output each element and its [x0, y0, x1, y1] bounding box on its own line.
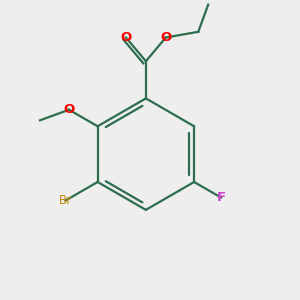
Text: F: F — [216, 191, 226, 204]
Text: O: O — [63, 103, 75, 116]
Text: Br: Br — [59, 194, 72, 207]
Text: O: O — [120, 31, 132, 44]
Text: O: O — [160, 31, 171, 44]
